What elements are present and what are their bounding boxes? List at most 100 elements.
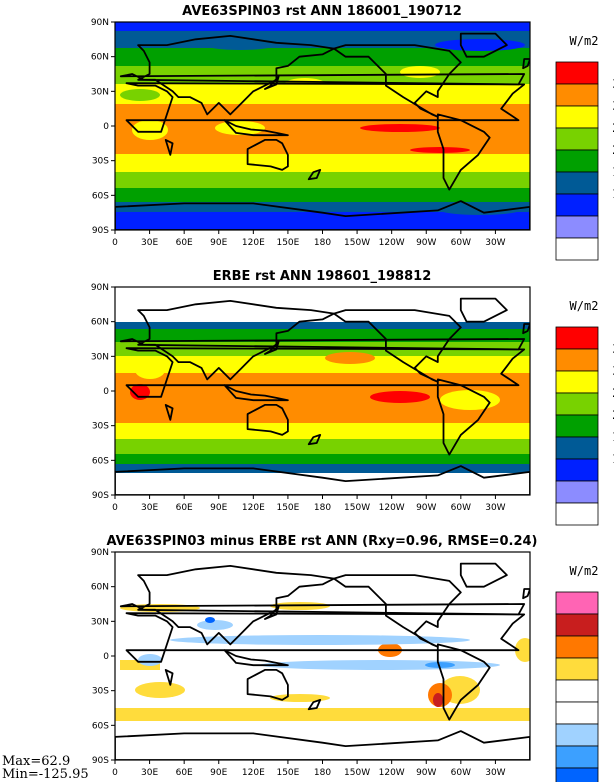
x-tick-label: 90W bbox=[416, 768, 436, 778]
x-tick-label: 60W bbox=[451, 768, 471, 778]
coastline bbox=[264, 75, 280, 90]
y-tick-label: 30S bbox=[92, 687, 109, 697]
coastline bbox=[522, 323, 530, 335]
coastline bbox=[333, 44, 462, 118]
x-tick-label: 180 bbox=[314, 768, 331, 778]
coastline bbox=[436, 643, 491, 721]
x-tick-label: 90E bbox=[210, 238, 227, 248]
coastline bbox=[223, 384, 289, 402]
x-tick-label: 120E bbox=[242, 503, 265, 513]
colorbar-units: W/m2 bbox=[570, 34, 599, 48]
x-tick-label: 150W bbox=[344, 238, 370, 248]
x-tick-label: 30W bbox=[485, 768, 505, 778]
x-tick-label: 120W bbox=[379, 238, 405, 248]
y-tick-label: 0 bbox=[103, 652, 109, 662]
colorbar-swatch bbox=[555, 392, 599, 416]
coastline bbox=[246, 139, 289, 171]
x-axis: 0 30E 60E 90E 120E 150E 180 150W 120W 90W 60W 30W bbox=[112, 230, 506, 248]
y-tick-label: 0 bbox=[103, 387, 109, 397]
coastline bbox=[264, 605, 280, 620]
colorbar-swatch bbox=[555, 127, 599, 151]
x-tick-label: 150E bbox=[276, 503, 299, 513]
x-tick-label: 0 bbox=[112, 238, 118, 248]
colorbar-label: 250 bbox=[612, 121, 614, 135]
x-axis: 0 30E 60E 90E 120E 150E 180 150W 120W 90W 60W 30W bbox=[112, 495, 506, 513]
colorbar: W/m2350300250200150100500 bbox=[555, 34, 614, 261]
colorbar-swatch bbox=[555, 61, 599, 85]
colorbar-swatch bbox=[555, 149, 599, 173]
coastline bbox=[164, 669, 174, 686]
colorbar: W/m2806040200-20-40-60-80 bbox=[555, 564, 599, 782]
coastline bbox=[246, 669, 289, 701]
colorbar-swatch bbox=[555, 171, 599, 195]
panel-title: AVE63SPIN03 minus ERBE rst ANN (Rxy=0.96… bbox=[107, 534, 538, 549]
colorbar-swatch bbox=[555, 679, 599, 703]
colorbar-swatch bbox=[555, 436, 599, 460]
min-label: Min=-125.95 bbox=[2, 767, 89, 782]
y-tick-label: 60N bbox=[91, 318, 109, 328]
x-tick-label: 90W bbox=[416, 238, 436, 248]
coastline bbox=[164, 139, 174, 156]
x-tick-label: 60E bbox=[176, 238, 193, 248]
x-tick-label: 150E bbox=[276, 768, 299, 778]
colorbar-label: 200 bbox=[612, 408, 614, 422]
coastline bbox=[223, 649, 289, 667]
x-tick-label: 120E bbox=[242, 238, 265, 248]
coastline bbox=[115, 200, 530, 230]
coastline bbox=[459, 297, 508, 323]
panel-observed: ERBE rst ANN 198601_198812 90N 60N 30N 0 30S… bbox=[91, 269, 614, 526]
colorbar-label: 250 bbox=[612, 386, 614, 400]
map-field bbox=[115, 22, 530, 230]
colorbar-swatch bbox=[555, 215, 599, 239]
x-tick-label: 150W bbox=[344, 503, 370, 513]
colorbar-label: 300 bbox=[612, 99, 614, 113]
colorbar-label: 200 bbox=[612, 143, 614, 157]
coastlines bbox=[115, 297, 530, 495]
y-tick-label: 90S bbox=[92, 226, 109, 236]
x-tick-label: 150E bbox=[276, 238, 299, 248]
coastline bbox=[436, 378, 491, 456]
panel-title: ERBE rst ANN 198601_198812 bbox=[213, 269, 432, 284]
colorbar-swatch bbox=[555, 83, 599, 107]
y-axis: 90N 60N 30N 0 30S 60S 90S bbox=[91, 548, 115, 766]
coastline bbox=[119, 35, 526, 116]
x-tick-label: 0 bbox=[112, 768, 118, 778]
y-tick-label: 30N bbox=[91, 617, 109, 627]
x-tick-label: 60W bbox=[451, 503, 471, 513]
colorbar-swatch bbox=[555, 745, 599, 769]
colorbar-swatch bbox=[555, 370, 599, 394]
panel-difference: AVE63SPIN03 minus ERBE rst ANN (Rxy=0.96… bbox=[91, 534, 599, 782]
y-tick-label: 60N bbox=[91, 583, 109, 593]
colorbar-label: 100 bbox=[612, 452, 614, 466]
x-tick-label: 60E bbox=[176, 768, 193, 778]
coastline bbox=[459, 562, 508, 588]
panel-model: AVE63SPIN03 rst ANN 186001_190712 bbox=[91, 4, 614, 261]
colorbar-swatch bbox=[555, 237, 599, 261]
coastline bbox=[459, 32, 508, 58]
coastlines bbox=[115, 562, 530, 760]
coastline bbox=[333, 309, 462, 383]
colorbar-swatch bbox=[555, 105, 599, 129]
y-tick-label: 60S bbox=[92, 456, 109, 466]
x-tick-label: 30E bbox=[141, 503, 158, 513]
x-tick-label: 180 bbox=[314, 503, 331, 513]
x-tick-label: 30W bbox=[485, 238, 505, 248]
y-tick-label: 90S bbox=[92, 756, 109, 766]
colorbar-swatch bbox=[555, 458, 599, 482]
x-tick-label: 60E bbox=[176, 503, 193, 513]
x-tick-label: 30E bbox=[141, 238, 158, 248]
colorbar-units: W/m2 bbox=[570, 299, 599, 313]
colorbar-swatch bbox=[555, 635, 599, 659]
coastline bbox=[119, 300, 526, 381]
x-tick-label: 120W bbox=[379, 503, 405, 513]
coastline bbox=[307, 169, 322, 181]
colorbar-swatch bbox=[555, 502, 599, 526]
coastline bbox=[115, 465, 530, 495]
colorbar-label: 350 bbox=[612, 77, 614, 91]
map-field bbox=[115, 287, 530, 495]
y-tick-label: 30N bbox=[91, 352, 109, 362]
coastline bbox=[115, 730, 530, 760]
y-axis: 90N 60N 30N 0 30S 60S 90S bbox=[91, 18, 115, 236]
coastline bbox=[164, 404, 174, 421]
coastline bbox=[522, 588, 530, 600]
